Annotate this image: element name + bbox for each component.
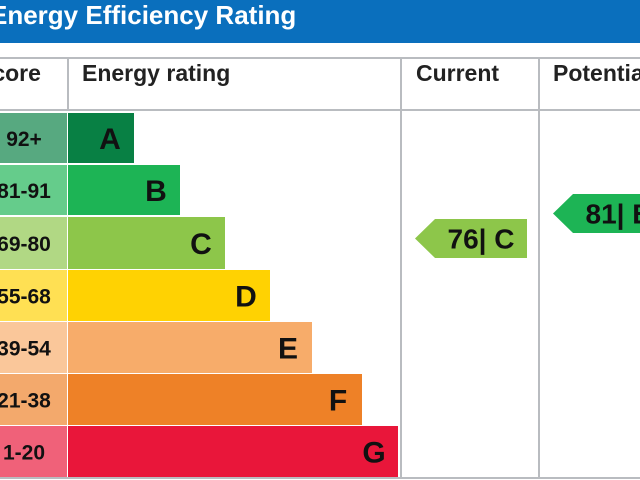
- chart-title: Energy Efficiency Rating: [0, 0, 297, 30]
- score-cell-c: [0, 217, 67, 269]
- gridline-top: [0, 57, 640, 59]
- score-label-g: 1-20: [3, 442, 45, 465]
- rating-letter-e: E: [278, 333, 298, 366]
- score-label-f: 21-38: [0, 390, 51, 413]
- rating-bar-a: [68, 113, 134, 163]
- rating-bar-b: [68, 165, 180, 215]
- score-label-a: 92+: [6, 128, 42, 151]
- current-rating-label: 76| C: [448, 224, 515, 255]
- gridline-header-bottom: [0, 109, 640, 111]
- rating-bar-g: [68, 426, 398, 477]
- rating-bar-e: [68, 322, 312, 373]
- score-label-d: 55-68: [0, 286, 51, 309]
- rating-letter-g: G: [362, 437, 385, 470]
- score-cell-a: [0, 113, 67, 163]
- current-header: Current: [416, 60, 500, 86]
- rating-letter-a: A: [99, 123, 121, 156]
- rating-letter-f: F: [329, 385, 347, 418]
- title-bar: Energy Efficiency Rating: [0, 0, 640, 43]
- current-rating-arrow: [415, 219, 527, 258]
- score-header: Score: [0, 60, 41, 86]
- rating-bar-d: [68, 270, 270, 321]
- gridline-score-rating: [67, 57, 69, 111]
- potential-rating-label: 81| B: [586, 199, 640, 230]
- potential-rating-arrow: [553, 194, 640, 233]
- potential-header: Potential: [553, 60, 640, 86]
- score-label-e: 39-54: [0, 338, 51, 361]
- score-label-c: 69-80: [0, 233, 51, 256]
- gridline-rating-current: [400, 57, 402, 479]
- energy-rating-header: Energy rating: [82, 60, 231, 86]
- score-cell-b: [0, 165, 67, 215]
- score-cell-g: [0, 426, 67, 477]
- rating-bar-c: [68, 217, 225, 269]
- rating-letter-c: C: [190, 228, 212, 261]
- rating-bar-f: [68, 374, 362, 425]
- score-cell-d: [0, 270, 67, 321]
- score-label-b: 81-91: [0, 180, 51, 203]
- gridline-current-potential: [538, 57, 540, 479]
- score-cell-e: [0, 322, 67, 373]
- score-cell-f: [0, 374, 67, 425]
- gridline-bottom: [0, 477, 640, 479]
- rating-letter-b: B: [145, 175, 167, 208]
- rating-letter-d: D: [235, 281, 257, 314]
